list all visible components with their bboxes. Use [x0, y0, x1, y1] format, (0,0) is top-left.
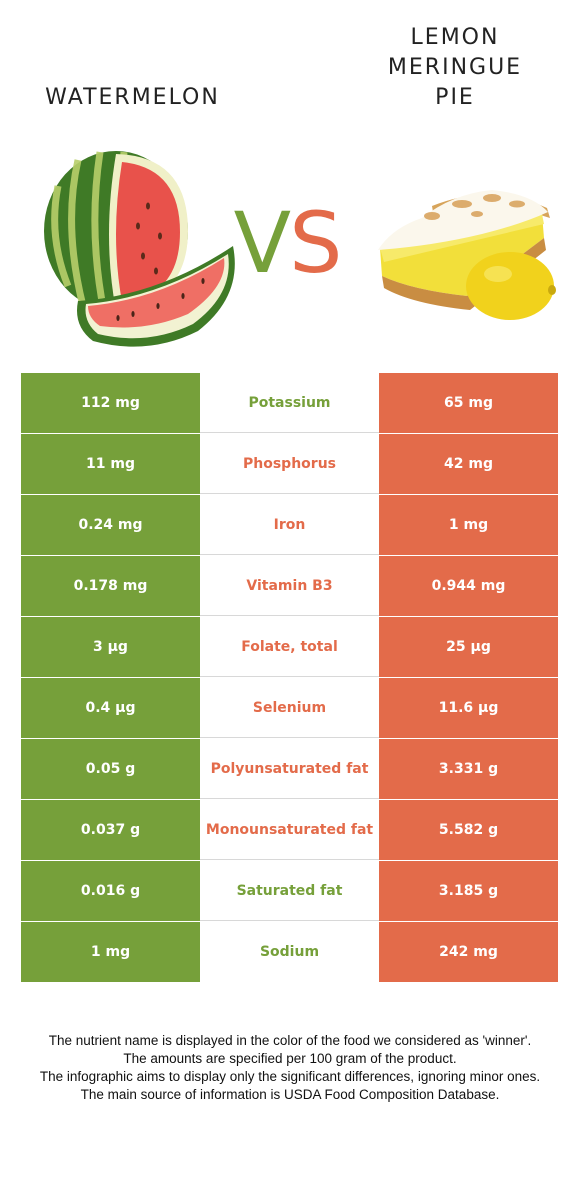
food-left-title: WATERMELON — [45, 85, 220, 110]
footer-line: The main source of information is USDA F… — [80, 1087, 500, 1102]
lemon-meringue-pie-value: 3.331 g — [379, 739, 558, 799]
food-right-title-line: PIE — [435, 85, 475, 110]
nutrient-name: Folate, total — [200, 617, 379, 677]
footer-line: The amounts are specified per 100 gram o… — [123, 1051, 457, 1066]
watermelon-value: 0.05 g — [21, 739, 200, 799]
lemon-meringue-pie-value: 0.944 mg — [379, 556, 558, 616]
watermelon-image — [44, 151, 235, 347]
nutrient-name: Polyunsaturated fat — [200, 739, 379, 799]
lemon-meringue-pie-value: 65 mg — [379, 373, 558, 433]
nutrient-name: Selenium — [200, 678, 379, 738]
nutrient-name: Iron — [200, 495, 379, 555]
lemon-meringue-pie-value: 242 mg — [379, 922, 558, 982]
lemon-meringue-pie-value: 3.185 g — [379, 861, 558, 921]
vs-label: VS — [222, 198, 352, 288]
nutrient-name: Potassium — [200, 373, 379, 433]
vs-v: V — [233, 194, 291, 292]
watermelon-value: 112 mg — [21, 373, 200, 433]
table-row: 0.037 g Monounsaturated fat 5.582 g — [21, 800, 558, 861]
watermelon-value: 11 mg — [21, 434, 200, 494]
table-row: 112 mg Potassium 65 mg — [21, 373, 558, 434]
table-row: 0.178 mg Vitamin B3 0.944 mg — [21, 556, 558, 617]
lemon-meringue-pie-value: 1 mg — [379, 495, 558, 555]
lemon-meringue-pie-image — [378, 190, 556, 320]
food-right-title-line: MERINGUE — [387, 55, 523, 80]
table-row: 1 mg Sodium 242 mg — [21, 922, 558, 982]
table-row: 0.24 mg Iron 1 mg — [21, 495, 558, 556]
table-row: 11 mg Phosphorus 42 mg — [21, 434, 558, 495]
nutrient-name: Vitamin B3 — [200, 556, 379, 616]
table-row: 3 µg Folate, total 25 µg — [21, 617, 558, 678]
vs-s: S — [289, 194, 342, 292]
footer-line: The infographic aims to display only the… — [39, 1069, 541, 1084]
nutrient-comparison-table: 112 mg Potassium 65 mg 11 mg Phosphorus 42 mg… — [21, 373, 558, 982]
lemon-meringue-pie-value: 11.6 µg — [379, 678, 558, 738]
nutrient-name: Saturated fat — [200, 861, 379, 921]
nutrient-name: Phosphorus — [200, 434, 379, 494]
nutrient-name: Monounsaturated fat — [200, 800, 379, 860]
watermelon-value: 0.016 g — [21, 861, 200, 921]
footer-line: The nutrient name is displayed in the co… — [48, 1033, 532, 1048]
table-row: 0.05 g Polyunsaturated fat 3.331 g — [21, 739, 558, 800]
table-row: 0.4 µg Selenium 11.6 µg — [21, 678, 558, 739]
food-right-title: LEMON MERINGUE PIE — [350, 23, 560, 113]
table-row: 0.016 g Saturated fat 3.185 g — [21, 861, 558, 922]
nutrient-name: Sodium — [200, 922, 379, 982]
food-right-title-line: LEMON — [410, 25, 500, 50]
watermelon-value: 3 µg — [21, 617, 200, 677]
lemon-meringue-pie-value: 5.582 g — [379, 800, 558, 860]
watermelon-value: 0.037 g — [21, 800, 200, 860]
watermelon-value: 0.178 mg — [21, 556, 200, 616]
footer-notes: The nutrient name is displayed in the co… — [20, 1032, 560, 1104]
watermelon-value: 0.24 mg — [21, 495, 200, 555]
watermelon-value: 0.4 µg — [21, 678, 200, 738]
lemon-meringue-pie-value: 42 mg — [379, 434, 558, 494]
lemon-meringue-pie-value: 25 µg — [379, 617, 558, 677]
watermelon-value: 1 mg — [21, 922, 200, 982]
